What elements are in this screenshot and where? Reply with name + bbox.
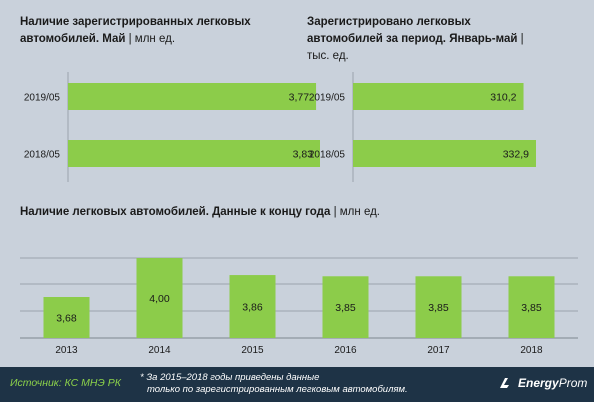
chart-1-unit: | млн ед. bbox=[128, 33, 176, 45]
chart-2-bar bbox=[353, 140, 536, 167]
chart-1-svg: 2019/05 3,77 2018/05 3,83 bbox=[24, 72, 320, 182]
chart-2-category-label: 2018/05 bbox=[309, 150, 346, 161]
logo-text-prom: Prom bbox=[558, 376, 588, 390]
chart-3-category-label: 2016 bbox=[334, 345, 357, 356]
chart-1-bar bbox=[68, 140, 320, 167]
footnote: * За 2015–2018 годы приведены данные тол… bbox=[140, 372, 440, 396]
chart-2-value-label: 310,2 bbox=[490, 92, 516, 104]
chart-2-svg: 2019/05 310,2 2018/05 332,9 bbox=[309, 72, 536, 182]
chart-3-bar bbox=[508, 276, 555, 338]
chart-3-bar bbox=[415, 276, 462, 338]
chart-3-bar bbox=[43, 297, 90, 338]
chart-2-bar bbox=[353, 83, 524, 110]
chart-2-unit: | тыс. ед. bbox=[307, 33, 524, 62]
chart-1-category-label: 2018/05 bbox=[24, 150, 61, 161]
chart-3-bar bbox=[322, 276, 369, 338]
chart-1-title: Наличие зарегистрированных легковых авто… bbox=[20, 14, 270, 48]
chart-2-title-text: Зарегистрировано легковых автомобилей за… bbox=[307, 16, 518, 45]
source-text: Источник: КС МНЭ РК bbox=[10, 377, 121, 389]
chart-3-title-text: Наличие легковых автомобилей. Данные к к… bbox=[20, 206, 331, 218]
chart-3-unit: | млн ед. bbox=[333, 206, 380, 218]
chart-3-category-label: 2014 bbox=[148, 345, 171, 356]
chart-3-title: Наличие легковых автомобилей. Данные к к… bbox=[20, 204, 520, 221]
footnote-line-2: только по зарегистрированным легковым ав… bbox=[147, 384, 408, 395]
chart-1-value-label: 3,83 bbox=[293, 149, 314, 161]
chart-3-value-label: 4,00 bbox=[149, 293, 170, 305]
chart-3-bar bbox=[229, 275, 276, 338]
chart-3-value-label: 3,85 bbox=[428, 302, 449, 314]
chart-3-bar bbox=[136, 258, 183, 338]
footer: Источник: КС МНЭ РК * За 2015–2018 годы … bbox=[0, 367, 594, 402]
chart-3-value-label: 3,68 bbox=[56, 313, 77, 325]
chart-1-value-label: 3,77 bbox=[289, 92, 310, 104]
chart-3-value-label: 3,86 bbox=[242, 302, 263, 314]
chart-3-category-label: 2017 bbox=[427, 345, 450, 356]
chart-3-value-label: 3,85 bbox=[521, 302, 542, 314]
logo-text-energy: Energy bbox=[518, 376, 559, 390]
chart-3-value-label: 3,85 bbox=[335, 302, 356, 314]
chart-2-category-label: 2019/05 bbox=[309, 93, 346, 104]
chart-2-value-label: 332,9 bbox=[503, 149, 529, 161]
chart-3-category-label: 2015 bbox=[241, 345, 264, 356]
chart-3-svg: 3,68 2013 4,00 2014 3,86 2015 3,85 2016 3,85 2017… bbox=[20, 257, 578, 356]
energyprom-logo-icon bbox=[500, 378, 509, 388]
energyprom-logo: EnergyProm bbox=[498, 376, 587, 390]
chart-3-category-label: 2013 bbox=[55, 345, 78, 356]
chart-1-category-label: 2019/05 bbox=[24, 93, 61, 104]
chart-1-bar bbox=[68, 83, 317, 110]
chart-1-title-text: Наличие зарегистрированных легковых авто… bbox=[20, 16, 251, 45]
chart-2-title: Зарегистрировано легковых автомобилей за… bbox=[307, 14, 537, 65]
footnote-line-1: * За 2015–2018 годы приведены данные bbox=[140, 372, 320, 383]
chart-3-category-label: 2018 bbox=[520, 345, 543, 356]
